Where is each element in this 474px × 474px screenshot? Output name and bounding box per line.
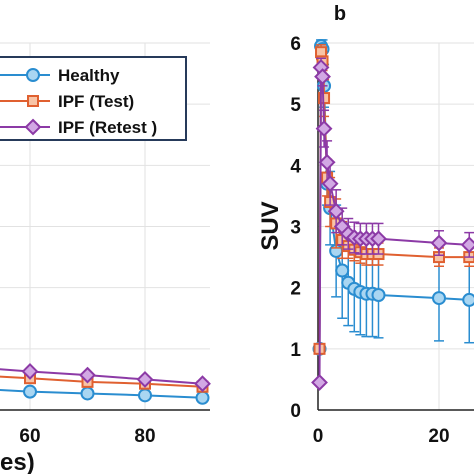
panel-a-xtick-label: 80 (134, 426, 155, 447)
panel-b-point (460, 236, 474, 254)
panel-b-ytick-label: 2 (290, 279, 301, 300)
legend-marker-2 (24, 118, 42, 136)
panel-b-point (370, 230, 387, 248)
panel-b-point (430, 234, 448, 252)
panel-a-point (79, 366, 96, 384)
panel-b-point (321, 175, 339, 193)
legend: Healthy IPF (Test) IPF (Retest ) (0, 56, 187, 141)
panel-b-point (432, 291, 446, 306)
panel-a-point (195, 390, 210, 405)
panel-b-ytick-label: 3 (290, 218, 301, 239)
panel-b-point (311, 374, 328, 391)
panel-a-point (194, 375, 211, 393)
panel-b-point (462, 292, 474, 307)
panel-b-ytick-label: 5 (290, 95, 301, 116)
panel-b: 0 1 2 3 4 5 6 0 20 b SUV (257, 3, 474, 447)
legend-label-0: Healthy (58, 66, 120, 85)
panel-b-point (335, 263, 350, 278)
panel-b-label: b (334, 3, 346, 25)
panel-a-point (21, 363, 39, 380)
panel-b-ytick-label: 4 (290, 156, 301, 177)
panel-a-point (80, 386, 95, 401)
panel-b-point (314, 68, 331, 86)
panel-a-x-axis-label: es) (0, 449, 35, 474)
panel-b-y-axis-label: SUV (257, 201, 284, 250)
panel-b-ytick-label: 1 (290, 340, 301, 361)
panel-a-point (138, 388, 152, 403)
panel-b-point (371, 288, 386, 303)
panel-a-xtick-label: 60 (19, 426, 40, 447)
legend-label-1: IPF (Test) (58, 92, 134, 111)
panel-a-point (136, 371, 154, 388)
panel-b-xtick-label: 20 (428, 426, 449, 447)
legend-marker-1 (27, 95, 39, 107)
panel-b-point (315, 120, 333, 138)
panel-a-point (23, 384, 37, 399)
panel-a: 60 80 es) Healthy IPF (Test) IPF (Retest ) (0, 42, 211, 474)
panel-b-point (327, 202, 345, 220)
legend-label-2: IPF (Retest ) (58, 118, 157, 137)
panel-b-xtick-label: 0 (313, 426, 324, 447)
panel-b-ytick-label: 6 (290, 34, 301, 55)
legend-marker-0 (26, 68, 40, 82)
panel-b-point (318, 153, 336, 171)
panel-b-ytick-label: 0 (290, 401, 301, 422)
